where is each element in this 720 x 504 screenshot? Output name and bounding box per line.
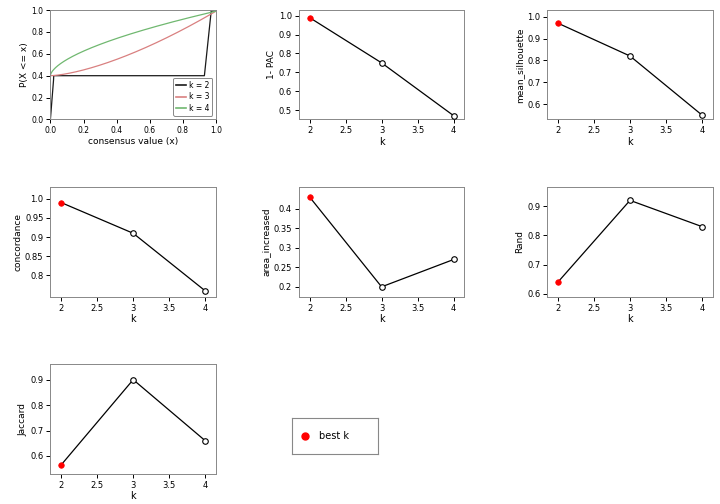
X-axis label: k: k	[379, 314, 384, 324]
Y-axis label: P(X <= x): P(X <= x)	[19, 42, 29, 87]
X-axis label: k: k	[130, 314, 136, 324]
Y-axis label: concordance: concordance	[13, 213, 22, 271]
Legend: k = 2, k = 3, k = 4: k = 2, k = 3, k = 4	[174, 78, 212, 115]
Y-axis label: Rand: Rand	[516, 230, 524, 254]
X-axis label: k: k	[627, 137, 633, 147]
Text: best k: best k	[319, 431, 349, 441]
X-axis label: k: k	[379, 137, 384, 147]
X-axis label: consensus value (x): consensus value (x)	[88, 137, 179, 146]
Y-axis label: mean_silhouette: mean_silhouette	[516, 27, 524, 102]
X-axis label: k: k	[130, 491, 136, 501]
Y-axis label: area_increased: area_increased	[261, 208, 271, 276]
Y-axis label: 1- PAC: 1- PAC	[267, 50, 276, 79]
X-axis label: k: k	[627, 314, 633, 324]
Y-axis label: Jaccard: Jaccard	[19, 403, 27, 435]
